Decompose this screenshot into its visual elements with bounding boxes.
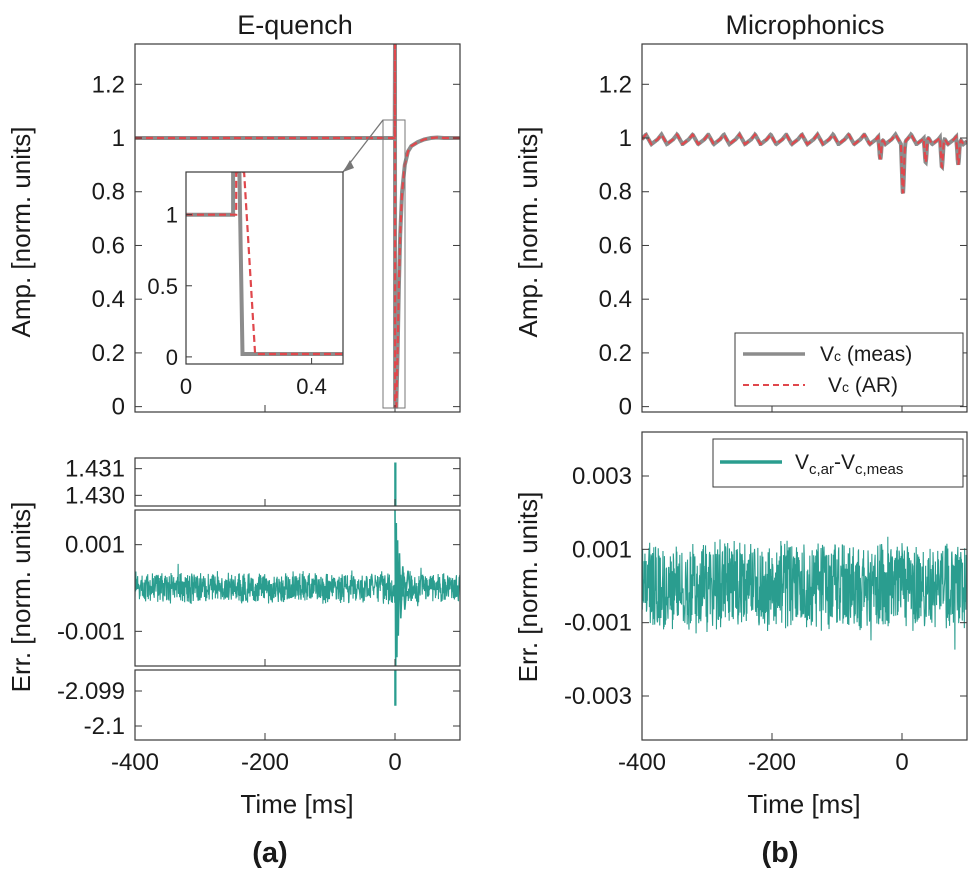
panel-b-title: Microphonics (725, 10, 884, 40)
amp-legend: Vc (meas) Vc (AR) (734, 332, 964, 407)
inset-xtick-label: 0.4 (296, 374, 327, 399)
err-bot-ytick-label: -2.099 (57, 678, 125, 705)
microphonics-amp-ytick-label: 0.4 (599, 286, 632, 313)
microphonics-ar-line (642, 132, 967, 194)
equench-amp-ytick-label: 0 (112, 394, 125, 421)
err-mid-ytick-label: 0.001 (65, 532, 125, 559)
microphonics-err-noise (642, 536, 967, 650)
microphonics-err-ytick-label: 0.003 (572, 463, 632, 490)
zoom-box (382, 119, 406, 409)
microphonics-amp-ytick-label: 0.6 (599, 232, 632, 259)
legend-ar-label: Vc (AR) (828, 374, 898, 397)
panel-a-title: E-quench (237, 10, 353, 40)
err-bot-xtick-label: -200 (241, 749, 289, 776)
equench-amp-ytick-label: 0.2 (92, 340, 125, 367)
zoom-arrow-head (343, 160, 354, 172)
microphonics-err-ytick-label: 0.001 (572, 536, 632, 563)
microphonics-err-xtick-label: -200 (748, 749, 796, 776)
microphonics-amp-frame (641, 43, 968, 413)
equench-err-bot-plot: -2.099 -2.1 -400 -200 0 (57, 669, 461, 776)
err-top-ytick-label: 1.431 (65, 456, 125, 483)
panel-a-label: (a) (252, 837, 287, 869)
equench-err-mid-plot: 0.001 -0.001 (57, 509, 461, 667)
microphonics-amp-ytick-label: 0.2 (599, 340, 632, 367)
equench-amp-ytick-label: 1.2 (92, 71, 125, 98)
err-legend: Vc,ar-Vc,meas (712, 438, 964, 488)
inset-xtick-label: 0 (180, 374, 192, 399)
err-mid-transient (394, 510, 413, 666)
microphonics-err-ytick-label: -0.003 (564, 683, 632, 710)
panel-a-amp-ylabel: Amp. [norm. units] (6, 127, 36, 338)
legend-meas-label: Vc (meas) (820, 343, 912, 366)
err-bot-xtick-label: 0 (388, 749, 401, 776)
err-mid-ytick-label: -0.001 (57, 618, 125, 645)
microphonics-err-xtick-label: 0 (895, 749, 908, 776)
microphonics-amp-ytick-label: 1 (619, 125, 632, 152)
equench-amp-frame (134, 43, 461, 413)
inset-ytick-label: 1 (166, 203, 178, 228)
panel-b-err-ylabel: Err. [norm. units] (513, 492, 543, 683)
equench-amp-ytick-label: 0.8 (92, 179, 125, 206)
panel-a-err-ylabel: Err. [norm. units] (6, 502, 36, 693)
microphonics-amp-ytick-label: 1.2 (599, 71, 632, 98)
err-bot-xtick-label: -400 (111, 749, 159, 776)
inset-ytick-label: 0 (166, 345, 178, 370)
microphonics-err-frame (641, 431, 968, 741)
equench-amp-plot: 0 0.2 0.4 0.6 0.8 1 1.2 (92, 43, 461, 421)
inset-ar-line (186, 172, 343, 356)
inset-ytick-label: 0.5 (147, 274, 178, 299)
err-top-spike (394, 462, 397, 506)
inset-frame (185, 171, 344, 365)
err-mid-frame (134, 509, 461, 667)
microphonics-amp-plot: 0 0.2 0.4 0.6 0.8 1 1.2 Vc (meas) Vc (AR) (599, 43, 968, 421)
panel-b-xlabel: Time [ms] (747, 789, 860, 819)
err-bot-ytick-label: -2.1 (84, 713, 125, 740)
equench-inset-plot: 0 0.5 1 0 0.4 (147, 171, 344, 399)
legend-err-label: Vc,ar-Vc,meas (795, 451, 903, 478)
err-bot-spike (394, 670, 397, 706)
err-bot-frame (134, 669, 461, 741)
equench-amp-ytick-label: 0.4 (92, 286, 125, 313)
microphonics-amp-ytick-label: 0 (619, 394, 632, 421)
err-top-ytick-label: 1.430 (65, 482, 125, 509)
panel-b-label: (b) (761, 837, 798, 869)
panel-a-xlabel: Time [ms] (240, 789, 353, 819)
err-top-frame (134, 457, 461, 507)
microphonics-err-ytick-label: -0.001 (564, 610, 632, 637)
panel-b-amp-ylabel: Amp. [norm. units] (513, 127, 543, 338)
equench-amp-ytick-label: 0.6 (92, 232, 125, 259)
microphonics-err-plot: 0.003 0.001 -0.001 -0.003 -400 -200 0 Vc,ar-Vc… (564, 431, 968, 776)
microphonics-err-xtick-label: -400 (618, 749, 666, 776)
microphonics-amp-ytick-label: 0.8 (599, 179, 632, 206)
equench-amp-ytick-label: 1 (112, 125, 125, 152)
